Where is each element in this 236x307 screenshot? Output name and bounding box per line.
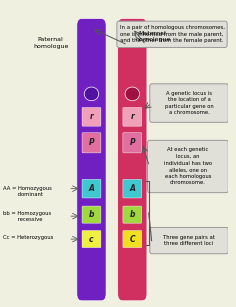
Text: b: b	[130, 210, 135, 219]
FancyBboxPatch shape	[150, 84, 228, 122]
Text: In a pair of homologous chromosomes,
one is inherited from the male parent,
and : In a pair of homologous chromosomes, one…	[119, 25, 224, 43]
FancyBboxPatch shape	[82, 179, 101, 198]
Text: C: C	[130, 235, 135, 243]
Text: A: A	[88, 184, 94, 193]
Text: Three gene pairs at
three different loci: Three gene pairs at three different loci	[163, 235, 215, 247]
Ellipse shape	[125, 87, 139, 101]
Text: Paternal
homologue: Paternal homologue	[33, 37, 68, 49]
FancyBboxPatch shape	[123, 107, 142, 126]
Text: Maternal
homologue: Maternal homologue	[135, 31, 170, 42]
FancyBboxPatch shape	[82, 133, 101, 153]
FancyBboxPatch shape	[77, 18, 106, 301]
Text: r: r	[90, 112, 93, 121]
Text: A genetic locus is
the location of a
particular gene on
a chromosome.: A genetic locus is the location of a par…	[165, 91, 213, 115]
FancyBboxPatch shape	[123, 206, 142, 223]
FancyBboxPatch shape	[123, 133, 142, 153]
Text: b: b	[89, 210, 94, 219]
FancyBboxPatch shape	[148, 140, 228, 192]
Text: c: c	[89, 235, 94, 243]
Text: A: A	[129, 184, 135, 193]
Text: P: P	[89, 138, 94, 147]
Text: r: r	[131, 112, 134, 121]
Ellipse shape	[84, 87, 99, 101]
FancyBboxPatch shape	[150, 227, 228, 254]
FancyBboxPatch shape	[123, 179, 142, 198]
FancyBboxPatch shape	[82, 107, 101, 126]
Text: At each genetic
locus, an
individual has two
alleles, one on
each homologous
chr: At each genetic locus, an individual has…	[164, 147, 212, 185]
FancyBboxPatch shape	[117, 21, 227, 48]
Text: bb = Homozygous
         recessive: bb = Homozygous recessive	[3, 211, 51, 222]
Text: P: P	[130, 138, 135, 147]
FancyBboxPatch shape	[118, 18, 147, 301]
FancyBboxPatch shape	[82, 206, 101, 223]
FancyBboxPatch shape	[123, 231, 142, 248]
Text: Cc = Heterozygous: Cc = Heterozygous	[3, 235, 53, 240]
FancyBboxPatch shape	[82, 231, 101, 248]
Text: AA = Homozygous
         dominant: AA = Homozygous dominant	[3, 186, 52, 197]
